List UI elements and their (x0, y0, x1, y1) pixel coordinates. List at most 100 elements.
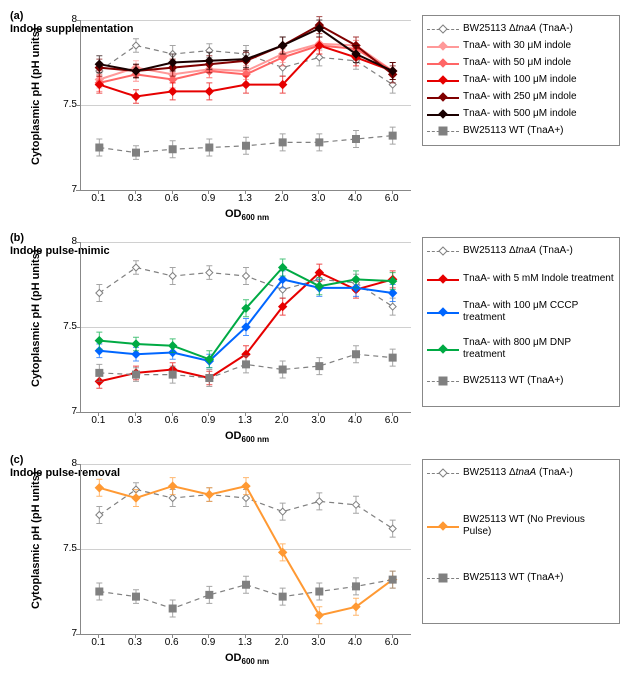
xlabel: OD600 nm (225, 430, 269, 444)
marker (169, 605, 176, 612)
legend-label: BW25113 ΔtnaA (TnaA-) (463, 245, 573, 257)
marker (95, 484, 103, 492)
marker (315, 611, 323, 619)
marker (206, 144, 213, 151)
marker (243, 142, 250, 149)
legend-label: BW25113 WT (TnaA+) (463, 125, 564, 137)
marker (243, 273, 250, 280)
xlabel-main: OD (225, 208, 242, 220)
marker (206, 375, 213, 382)
xtick-mark (282, 412, 283, 416)
marker (169, 273, 176, 280)
ytick-mark (76, 190, 80, 191)
legend-swatch (427, 466, 459, 480)
ytick-mark (76, 412, 80, 413)
marker (205, 87, 213, 95)
legend-label: BW25113 ΔtnaA (TnaA-) (463, 23, 573, 35)
legend-item: BW25113 WT (TnaA+) (427, 374, 615, 388)
ytick-label: 8 (55, 458, 77, 469)
xtick-label: 0.1 (83, 193, 113, 204)
xtick-mark (172, 634, 173, 638)
xtick-label: 6.0 (377, 637, 407, 648)
legend-marker-icon (438, 92, 448, 102)
legend-item: TnaA- with 800 μM DNP treatment (427, 337, 615, 360)
legend-marker-icon (438, 468, 448, 478)
legend-label: BW25113 WT (TnaA+) (463, 375, 564, 387)
legend-label: BW25113 WT (No Previous Pulse) (463, 514, 615, 537)
xtick-mark (282, 190, 283, 194)
legend-item: BW25113 WT (TnaA+) (427, 124, 615, 138)
marker (96, 588, 103, 595)
marker (389, 132, 396, 139)
marker (132, 350, 140, 358)
xtick-mark (355, 190, 356, 194)
ylabel: Cytoplasmic pH (pH units) (30, 27, 42, 165)
legend-label: TnaA- with 100 μM indole (463, 74, 577, 86)
legend-swatch (427, 56, 459, 70)
legend-label: TnaA- with 500 μM indole (463, 108, 577, 120)
marker (353, 136, 360, 143)
marker (133, 371, 140, 378)
legend-swatch (427, 73, 459, 87)
legend-item: BW25113 ΔtnaA (TnaA-) (427, 244, 615, 258)
panel-b: (b)Indole pulse-mimicCytoplasmic pH (pH … (10, 232, 613, 452)
marker (353, 501, 360, 508)
xtick-label: 0.1 (83, 637, 113, 648)
ylabel: Cytoplasmic pH (pH units) (30, 471, 42, 609)
legend-swatch (427, 107, 459, 121)
xtick-mark (98, 190, 99, 194)
ytick-label: 8 (55, 236, 77, 247)
xlabel: OD600 nm (225, 208, 269, 222)
marker (243, 361, 250, 368)
xtick-mark (98, 412, 99, 416)
xtick-label: 1.3 (230, 193, 260, 204)
marker (96, 144, 103, 151)
ytick-mark (76, 327, 80, 328)
xtick-label: 0.6 (157, 415, 187, 426)
xlabel-main: OD (225, 430, 242, 442)
marker (96, 290, 103, 297)
legend-item: TnaA- with 100 μM CCCP treatment (427, 300, 615, 323)
xlabel-sub: 600 nm (242, 435, 270, 444)
xtick-label: 3.0 (303, 637, 333, 648)
legend-swatch (427, 342, 459, 356)
legend-item: BW25113 WT (TnaA+) (427, 571, 615, 585)
xtick-mark (135, 634, 136, 638)
legend-item: TnaA- with 250 μM indole (427, 90, 615, 104)
legend: BW25113 ΔtnaA (TnaA-)TnaA- with 30 μM in… (422, 15, 620, 146)
marker (205, 491, 213, 499)
marker (279, 366, 286, 373)
marker (389, 525, 396, 532)
xtick-mark (392, 634, 393, 638)
marker (133, 593, 140, 600)
ytick-label: 7.5 (55, 99, 77, 110)
marker (206, 591, 213, 598)
marker (169, 146, 176, 153)
marker (279, 139, 286, 146)
plot-area (80, 242, 411, 413)
xtick-label: 0.1 (83, 415, 113, 426)
panel-letter: (b) (10, 232, 24, 244)
legend-marker-icon (438, 109, 448, 119)
marker (96, 369, 103, 376)
legend-swatch (427, 272, 459, 286)
marker (132, 340, 140, 348)
marker (243, 581, 250, 588)
ylabel: Cytoplasmic pH (pH units) (30, 249, 42, 387)
xtick-mark (318, 412, 319, 416)
panel-letter: (a) (10, 10, 23, 22)
marker (242, 482, 250, 490)
legend: BW25113 ΔtnaA (TnaA-) BW25113 WT (No Prev… (422, 459, 620, 624)
legend-label: TnaA- with 5 mM Indole treatment (463, 273, 614, 285)
xtick-mark (208, 412, 209, 416)
marker (95, 337, 103, 345)
marker (389, 576, 396, 583)
marker (169, 495, 176, 502)
marker (133, 42, 140, 49)
marker (316, 139, 323, 146)
legend: BW25113 ΔtnaA (TnaA-) TnaA- with 5 mM Ind… (422, 237, 620, 407)
marker (169, 59, 177, 67)
legend-swatch (427, 124, 459, 138)
legend-label: BW25113 ΔtnaA (TnaA-) (463, 467, 573, 479)
legend-marker-icon (438, 126, 448, 136)
